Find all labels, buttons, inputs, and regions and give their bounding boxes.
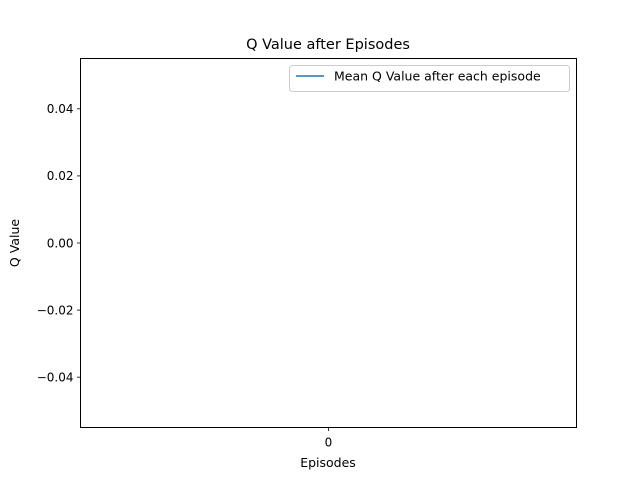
legend: Mean Q Value after each episode: [289, 65, 570, 92]
y-axis-label: Q Value: [7, 219, 22, 267]
y-tick-label: 0.02: [47, 169, 74, 183]
y-tick-label: 0.04: [47, 102, 74, 116]
y-axis: −0.04 −0.02 0.00 0.02 0.04: [37, 102, 81, 384]
x-tick-label: 0: [325, 436, 333, 450]
y-tick-label: −0.04: [37, 370, 74, 384]
chart-title: Q Value after Episodes: [246, 37, 410, 53]
plot-area: [80, 58, 577, 428]
legend-box: [289, 65, 570, 92]
y-tick-label: −0.02: [37, 303, 74, 317]
legend-label: Mean Q Value after each episode: [334, 69, 541, 84]
x-axis-label: Episodes: [300, 455, 356, 470]
y-tick-label: 0.00: [47, 236, 74, 250]
x-axis: 0: [325, 427, 333, 450]
